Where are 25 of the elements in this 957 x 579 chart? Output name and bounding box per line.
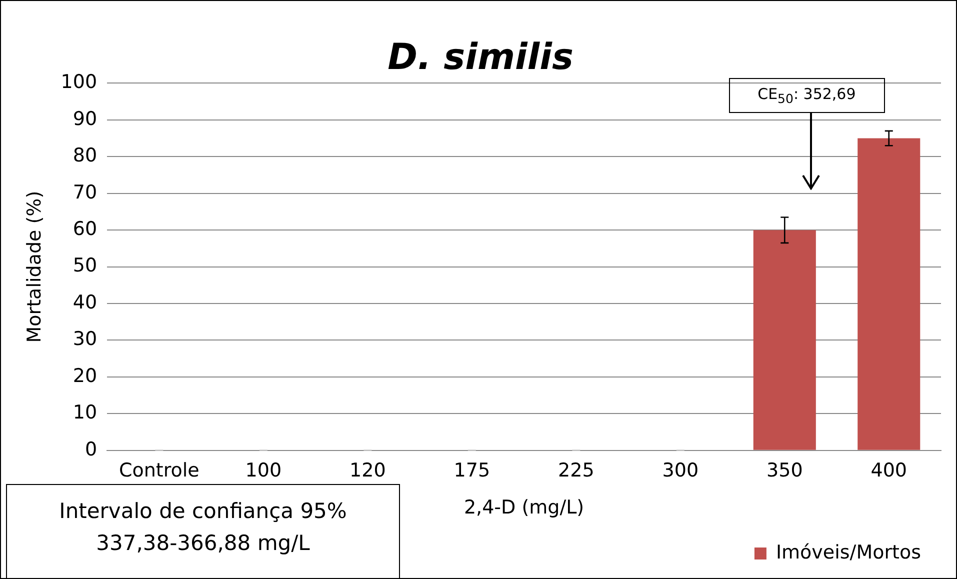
y-tick-label: 90 (72, 108, 98, 130)
x-tick-label: 100 (245, 460, 282, 482)
legend-label: Imóveis/Mortos (776, 541, 922, 564)
y-tick-label: 0 (84, 438, 98, 460)
x-tick-label: Controle (119, 460, 200, 482)
x-axis-title: 2,4-D (mg/L) (464, 496, 584, 519)
x-tick-label: 300 (662, 460, 699, 482)
y-tick-label: 70 (72, 181, 98, 204)
x-tick-label: 120 (350, 460, 386, 482)
text: Intervalo de confiança 95% 337,38-366,88 mg/L (6, 484, 400, 579)
y-tick-label: 10 (72, 402, 98, 424)
y-tick-label: 30 (72, 328, 98, 350)
x-tick-label: 225 (558, 460, 594, 482)
y-tick-label: 80 (72, 144, 98, 167)
y-tick-label: 50 (72, 254, 98, 277)
y-tick-label: 60 (72, 218, 98, 240)
y-tick-label: 40 (72, 291, 98, 314)
annotation: CE$_{50}$: 352,69 (728, 78, 885, 114)
x-tick-label: 175 (454, 460, 490, 482)
x-tick-label: 400 (870, 460, 908, 482)
x-tick-label: 350 (766, 460, 803, 482)
y-axis-title: Mortalidade (%) (23, 190, 46, 343)
y-tick-label: 100 (60, 71, 98, 94)
chart-title: D. similis (388, 36, 574, 78)
y-tick-label: 20 (72, 364, 98, 387)
